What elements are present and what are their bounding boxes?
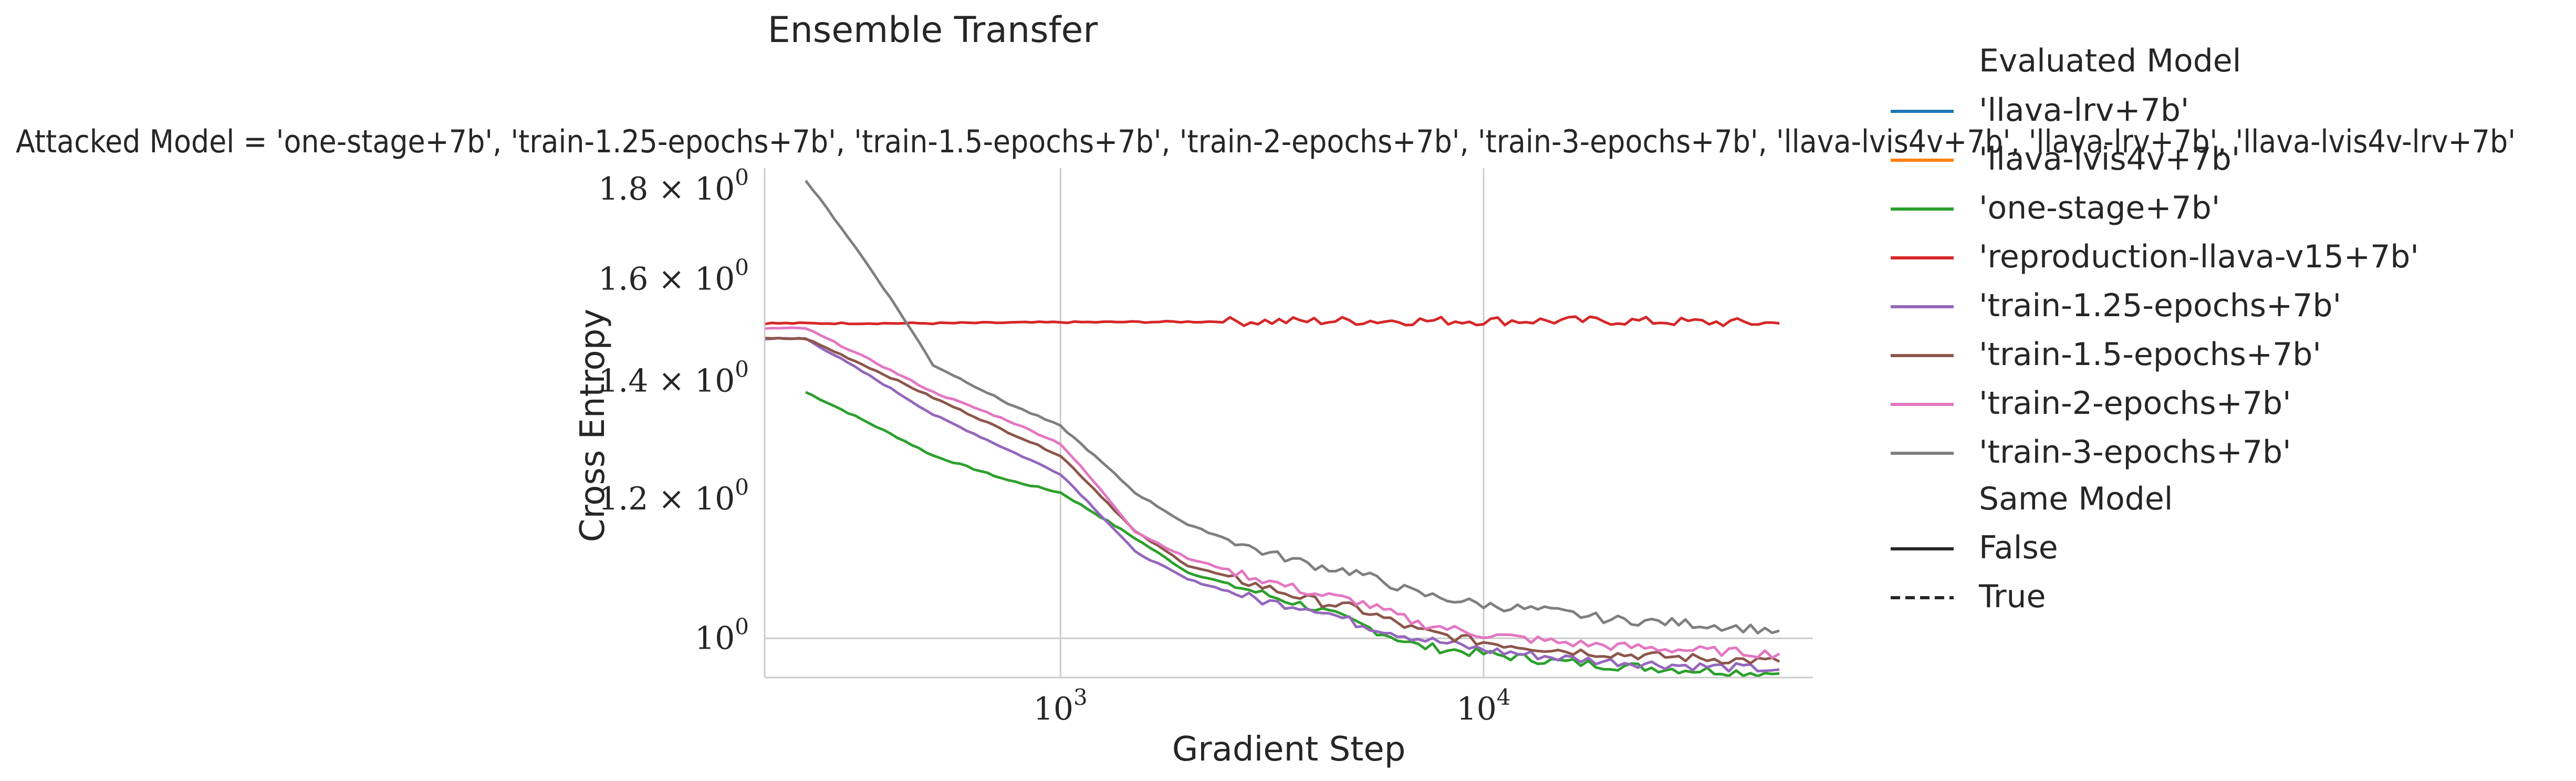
legend-label: 'llava-lvis4v+7b' [1979,141,2240,178]
y-tick-label: 1.2 × 100 [598,474,749,517]
plot-area: 103 104 100 1.2 × 100 1.4 × 100 1.6 × 100 1.8… [598,164,1813,727]
facet-subtitle: Attacked Model = 'one-stage+7b', 'train-… [16,123,2516,160]
legend-hue-title: Evaluated Model [1979,43,2241,79]
y-tick-label: 1.6 × 100 [598,254,749,297]
series-line [764,337,1780,673]
legend-label: 'reproduction-llava-v15+7b' [1979,238,2419,275]
y-tick-labels: 100 1.2 × 100 1.4 × 100 1.6 × 100 1.8 × 100 [598,164,749,657]
x-axis-label: Gradient Step [1172,730,1406,769]
legend-style-entries: False True [1891,529,2058,615]
x-tick-labels: 103 104 [1034,684,1511,727]
y-tick-label: 1.8 × 100 [598,164,749,207]
legend-label: 'train-3-epochs+7b' [1979,434,2291,471]
legend-hue-entries: 'llava-lrv+7b' 'llava-lvis4v+7b' 'one-stag… [1891,92,2419,471]
y-tick-label: 100 [695,613,749,657]
chart-title: Ensemble Transfer [768,9,1098,51]
y-axis-label: Cross Entropy [573,309,612,542]
series-line [805,180,1780,634]
legend-style-label: False [1979,529,2058,566]
series-line [805,391,1780,678]
series-line [764,326,1780,659]
legend-label: 'train-2-epochs+7b' [1979,385,2291,422]
x-tick-label: 104 [1456,684,1510,727]
legend-label: 'train-1.5-epochs+7b' [1979,336,2321,373]
legend-style-title: Same Model [1979,481,2173,517]
legend: Evaluated Model 'llava-lrv+7b' 'llava-lvi… [1891,43,2419,615]
legend-label: 'one-stage+7b' [1979,190,2220,226]
y-tick-label: 1.4 × 100 [598,357,749,400]
x-tick-label: 103 [1034,684,1088,727]
series-line [764,337,1780,665]
series-lines [764,180,1780,678]
grid-lines [765,168,1813,678]
legend-label: 'llava-lrv+7b' [1979,92,2189,129]
legend-style-label: True [1978,578,2046,615]
legend-label: 'train-1.25-epochs+7b' [1979,287,2341,324]
series-line [764,315,1780,327]
